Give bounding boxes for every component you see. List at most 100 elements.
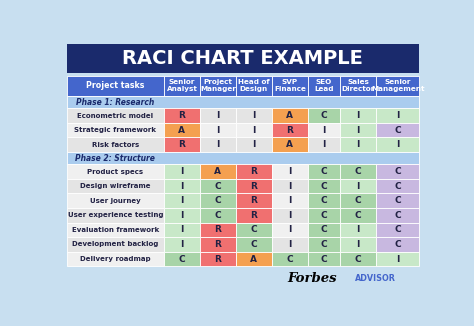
FancyBboxPatch shape	[200, 193, 236, 208]
Text: Phase 2: Structure: Phase 2: Structure	[75, 154, 155, 163]
Text: I: I	[288, 196, 292, 205]
FancyBboxPatch shape	[376, 252, 419, 266]
FancyBboxPatch shape	[340, 76, 376, 96]
Text: I: I	[356, 182, 360, 191]
Text: C: C	[355, 211, 362, 220]
Text: I: I	[216, 111, 219, 120]
FancyBboxPatch shape	[66, 44, 419, 73]
FancyBboxPatch shape	[272, 164, 308, 179]
Text: C: C	[394, 240, 401, 249]
FancyBboxPatch shape	[66, 164, 164, 179]
Text: Sales
Director: Sales Director	[342, 79, 375, 92]
Text: C: C	[355, 196, 362, 205]
FancyBboxPatch shape	[200, 179, 236, 193]
FancyBboxPatch shape	[272, 193, 308, 208]
FancyBboxPatch shape	[376, 223, 419, 237]
Text: C: C	[394, 167, 401, 176]
Text: C: C	[179, 255, 185, 263]
Text: R: R	[215, 255, 221, 263]
FancyBboxPatch shape	[272, 76, 308, 96]
FancyBboxPatch shape	[308, 237, 340, 252]
FancyBboxPatch shape	[376, 179, 419, 193]
Text: Development backlog: Development backlog	[72, 242, 158, 247]
Text: C: C	[355, 167, 362, 176]
FancyBboxPatch shape	[200, 237, 236, 252]
FancyBboxPatch shape	[164, 138, 200, 152]
Text: Head of
Design: Head of Design	[238, 79, 270, 92]
FancyBboxPatch shape	[236, 108, 272, 123]
Text: C: C	[394, 182, 401, 191]
Text: A: A	[214, 167, 221, 176]
Text: Delivery roadmap: Delivery roadmap	[80, 256, 151, 262]
FancyBboxPatch shape	[164, 108, 200, 123]
FancyBboxPatch shape	[164, 193, 200, 208]
FancyBboxPatch shape	[340, 138, 376, 152]
Text: C: C	[321, 182, 328, 191]
Text: Forbes: Forbes	[287, 272, 337, 285]
FancyBboxPatch shape	[66, 208, 164, 223]
Text: I: I	[356, 111, 360, 120]
FancyBboxPatch shape	[340, 237, 376, 252]
Text: I: I	[356, 140, 360, 149]
FancyBboxPatch shape	[66, 108, 164, 123]
FancyBboxPatch shape	[308, 252, 340, 266]
Text: Product specs: Product specs	[87, 169, 143, 175]
Text: I: I	[180, 225, 183, 234]
Text: I: I	[180, 196, 183, 205]
Text: I: I	[356, 126, 360, 135]
Text: I: I	[252, 140, 255, 149]
FancyBboxPatch shape	[272, 223, 308, 237]
Text: Senior
Analyst: Senior Analyst	[166, 79, 197, 92]
FancyBboxPatch shape	[66, 76, 164, 96]
FancyBboxPatch shape	[236, 252, 272, 266]
FancyBboxPatch shape	[340, 108, 376, 123]
FancyBboxPatch shape	[66, 96, 419, 108]
Text: R: R	[215, 240, 221, 249]
Text: I: I	[180, 167, 183, 176]
FancyBboxPatch shape	[272, 108, 308, 123]
FancyBboxPatch shape	[308, 76, 340, 96]
Text: A: A	[250, 255, 257, 263]
FancyBboxPatch shape	[164, 223, 200, 237]
Text: R: R	[179, 111, 185, 120]
Text: Evaluation framework: Evaluation framework	[72, 227, 159, 233]
Text: I: I	[288, 182, 292, 191]
Text: SEO
Lead: SEO Lead	[314, 79, 334, 92]
Text: A: A	[286, 111, 293, 120]
Text: R: R	[179, 140, 185, 149]
Text: C: C	[355, 255, 362, 263]
Text: C: C	[251, 240, 257, 249]
FancyBboxPatch shape	[272, 138, 308, 152]
FancyBboxPatch shape	[236, 193, 272, 208]
Text: I: I	[252, 111, 255, 120]
FancyBboxPatch shape	[272, 179, 308, 193]
FancyBboxPatch shape	[66, 193, 164, 208]
FancyBboxPatch shape	[200, 223, 236, 237]
Text: I: I	[322, 140, 326, 149]
Text: R: R	[215, 225, 221, 234]
FancyBboxPatch shape	[200, 108, 236, 123]
FancyBboxPatch shape	[272, 237, 308, 252]
Text: I: I	[396, 255, 400, 263]
FancyBboxPatch shape	[308, 193, 340, 208]
Text: I: I	[356, 240, 360, 249]
Text: C: C	[287, 255, 293, 263]
Text: R: R	[250, 211, 257, 220]
FancyBboxPatch shape	[376, 108, 419, 123]
FancyBboxPatch shape	[66, 138, 164, 152]
Text: User experience testing: User experience testing	[67, 212, 163, 218]
Text: Econometric model: Econometric model	[77, 112, 153, 119]
FancyBboxPatch shape	[200, 164, 236, 179]
FancyBboxPatch shape	[340, 179, 376, 193]
Text: R: R	[250, 167, 257, 176]
FancyBboxPatch shape	[340, 193, 376, 208]
FancyBboxPatch shape	[200, 252, 236, 266]
Text: I: I	[216, 140, 219, 149]
FancyBboxPatch shape	[66, 152, 419, 164]
FancyBboxPatch shape	[66, 252, 164, 266]
FancyBboxPatch shape	[340, 164, 376, 179]
FancyBboxPatch shape	[164, 164, 200, 179]
Text: User journey: User journey	[90, 198, 141, 204]
FancyBboxPatch shape	[236, 138, 272, 152]
Text: C: C	[215, 182, 221, 191]
